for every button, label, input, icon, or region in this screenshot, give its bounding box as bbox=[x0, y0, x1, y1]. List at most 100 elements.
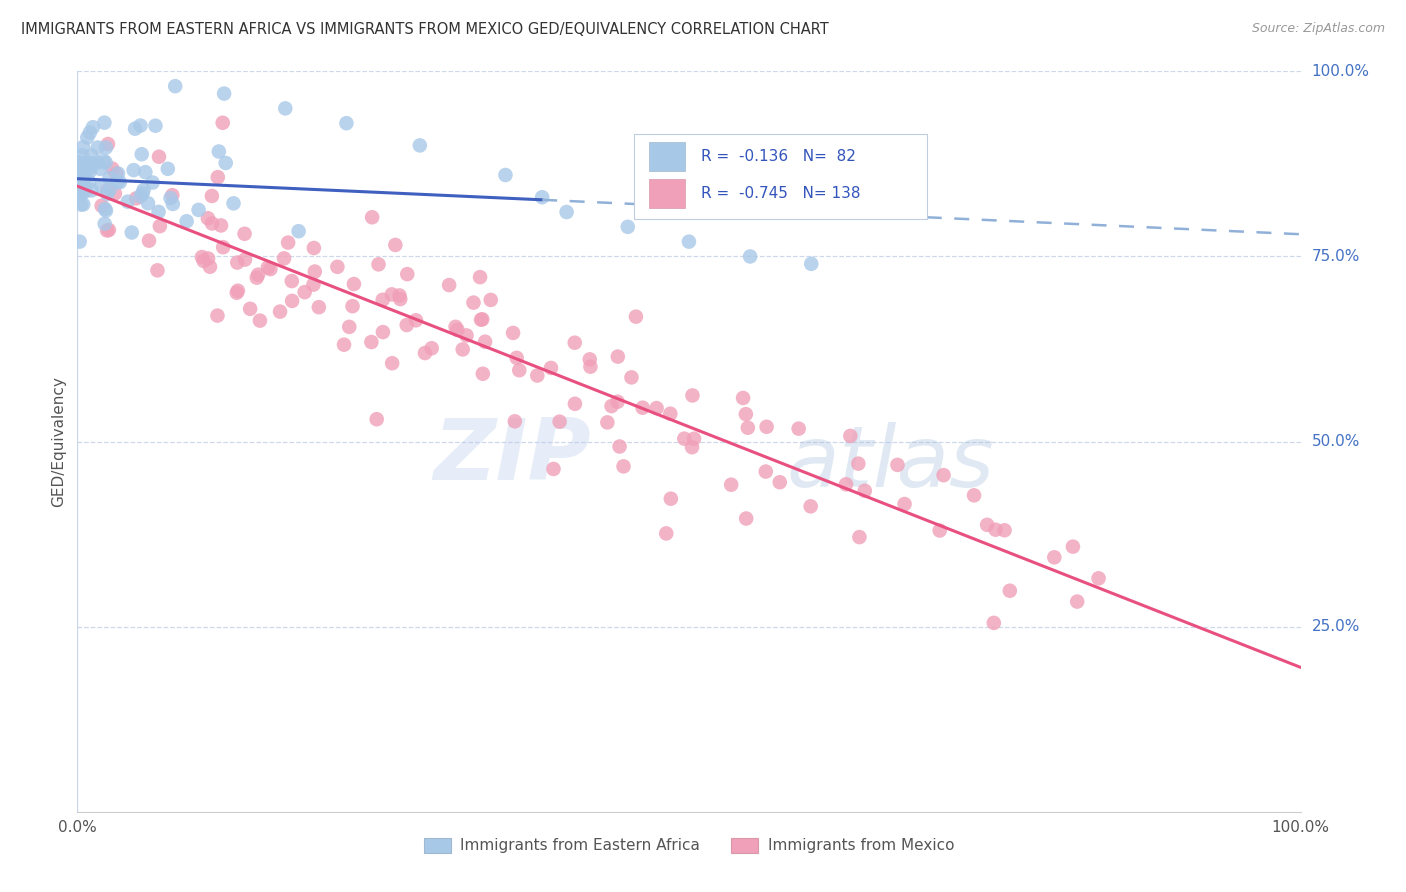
Point bbox=[82, 120, 104, 135]
Point bbox=[409, 138, 432, 153]
Point bbox=[77, 156, 100, 170]
Point bbox=[67, 182, 90, 196]
Point bbox=[72, 182, 94, 196]
Point bbox=[645, 401, 668, 416]
Legend: Immigrants from Eastern Africa, Immigrants from Mexico: Immigrants from Eastern Africa, Immigran… bbox=[418, 831, 960, 860]
Point bbox=[75, 159, 97, 173]
Point bbox=[107, 175, 129, 189]
Point bbox=[451, 343, 474, 357]
Point bbox=[247, 268, 270, 282]
Point bbox=[531, 190, 554, 204]
Text: 75.0%: 75.0% bbox=[1312, 249, 1360, 264]
Text: atlas: atlas bbox=[787, 422, 995, 505]
Point bbox=[117, 194, 139, 209]
Point bbox=[681, 440, 703, 454]
Point bbox=[835, 477, 858, 491]
Point bbox=[932, 468, 955, 483]
Point bbox=[617, 219, 640, 234]
Point bbox=[90, 199, 112, 213]
Point bbox=[342, 299, 364, 313]
Point bbox=[800, 500, 823, 514]
Point bbox=[93, 217, 115, 231]
Point bbox=[134, 165, 156, 179]
Point bbox=[162, 197, 184, 211]
Point bbox=[998, 583, 1021, 598]
Point bbox=[93, 153, 115, 168]
Point bbox=[343, 277, 366, 291]
Point bbox=[495, 168, 517, 182]
Point bbox=[371, 293, 394, 307]
Point bbox=[678, 235, 700, 249]
Point bbox=[984, 523, 1007, 537]
Point bbox=[122, 163, 145, 178]
Point bbox=[564, 335, 586, 350]
Point bbox=[503, 414, 526, 428]
Point bbox=[470, 312, 492, 326]
Point bbox=[148, 205, 170, 219]
Point bbox=[659, 407, 682, 421]
Text: R =  -0.745   N= 138: R = -0.745 N= 138 bbox=[702, 186, 860, 201]
Point bbox=[606, 350, 628, 364]
Point bbox=[983, 615, 1005, 630]
Point bbox=[72, 197, 94, 211]
Point bbox=[249, 313, 271, 327]
Point bbox=[226, 255, 249, 269]
Point bbox=[508, 363, 530, 377]
Point bbox=[159, 191, 181, 205]
Point bbox=[396, 267, 419, 281]
Point bbox=[233, 252, 256, 267]
Point bbox=[737, 421, 759, 435]
Point bbox=[444, 319, 467, 334]
Point bbox=[67, 184, 90, 198]
Point bbox=[138, 234, 160, 248]
Point bbox=[682, 388, 704, 402]
Point bbox=[72, 179, 94, 194]
Point bbox=[734, 407, 756, 421]
Point bbox=[97, 223, 120, 237]
Point bbox=[69, 235, 91, 249]
Point bbox=[94, 202, 117, 216]
Point bbox=[148, 150, 170, 164]
Point bbox=[207, 170, 229, 185]
Point bbox=[405, 313, 427, 327]
Point bbox=[277, 235, 299, 250]
Point bbox=[77, 175, 100, 189]
Point bbox=[94, 140, 117, 154]
Point bbox=[97, 136, 120, 151]
Point bbox=[848, 530, 870, 544]
Point bbox=[94, 203, 117, 218]
Point bbox=[80, 183, 103, 197]
Point bbox=[302, 277, 325, 292]
Point bbox=[129, 119, 152, 133]
Point bbox=[75, 185, 97, 199]
Point bbox=[269, 304, 291, 318]
Point bbox=[893, 497, 915, 511]
Point bbox=[197, 211, 219, 226]
Point bbox=[76, 130, 98, 145]
Point bbox=[548, 415, 571, 429]
Point bbox=[420, 341, 443, 355]
Point bbox=[446, 323, 468, 337]
Point bbox=[683, 432, 706, 446]
Point bbox=[963, 488, 986, 502]
Point bbox=[129, 189, 152, 203]
Point bbox=[333, 337, 356, 351]
Point bbox=[839, 429, 862, 443]
Point bbox=[90, 179, 112, 194]
Point bbox=[366, 412, 388, 426]
Point bbox=[124, 121, 146, 136]
Point bbox=[846, 457, 869, 471]
Point bbox=[740, 250, 762, 264]
Point bbox=[326, 260, 349, 274]
Point bbox=[1066, 594, 1088, 608]
Point bbox=[149, 219, 172, 234]
Point bbox=[600, 399, 623, 413]
Point bbox=[104, 186, 127, 201]
Point bbox=[471, 367, 494, 381]
Point bbox=[201, 189, 224, 203]
Point bbox=[564, 397, 586, 411]
Point bbox=[193, 253, 215, 268]
Text: 25.0%: 25.0% bbox=[1312, 619, 1360, 634]
Text: 100.0%: 100.0% bbox=[1312, 64, 1369, 78]
Point bbox=[207, 309, 229, 323]
